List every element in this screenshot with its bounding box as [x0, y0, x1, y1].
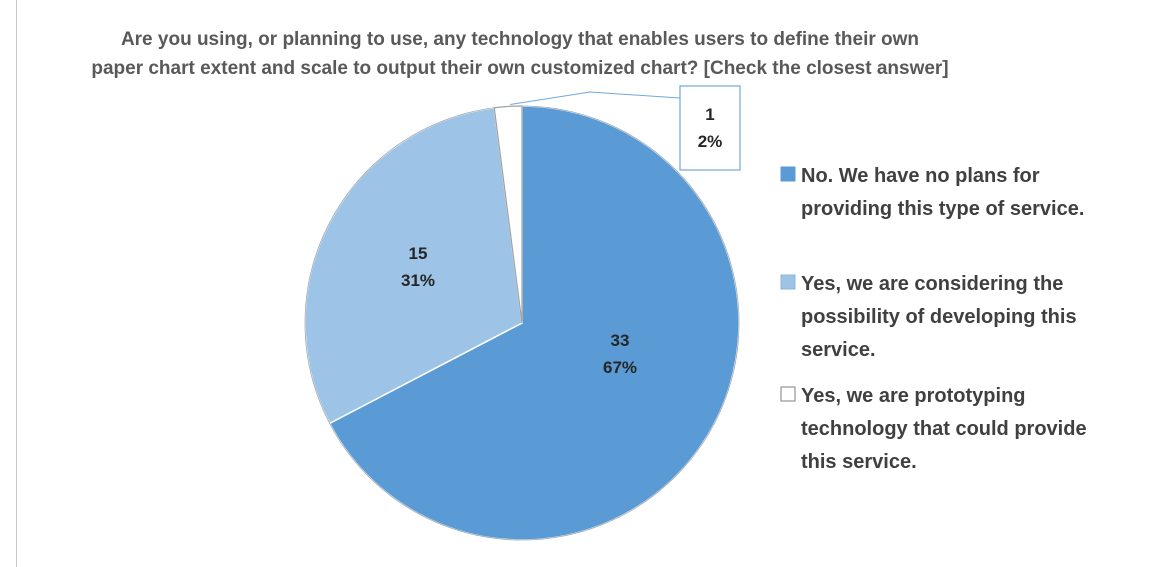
chart-title-line-1: Are you using, or planning to use, any t… [121, 29, 919, 50]
legend-label-1-line-1: No. We have no plans for [801, 165, 1040, 187]
chart-title-line-2: paper chart extent and scale to output t… [91, 58, 948, 79]
legend-item-1: No. We have no plans for providing this t… [780, 165, 1084, 220]
slice-1-percent-label: 67% [603, 358, 637, 377]
slice-2-percent-label: 31% [401, 271, 435, 290]
legend-swatch-3 [780, 386, 796, 402]
legend-label-3-line-3: this service. [801, 451, 917, 473]
legend-label-3-line-2: technology that could provide [801, 418, 1087, 440]
legend-label-2-line-1: Yes, we are considering the [801, 273, 1063, 295]
slice-3-value-label: 1 [705, 105, 714, 124]
pie-slices [304, 105, 740, 541]
legend-item-2: Yes, we are considering the possibility o… [780, 273, 1077, 361]
slice-1-value-label: 33 [611, 331, 630, 350]
legend-label-2-line-3: service. [801, 339, 876, 361]
slice-2-value-label: 15 [409, 244, 428, 263]
legend-label-2-line-2: possibility of developing this [801, 306, 1077, 328]
legend-label-1-line-2: providing this type of service. [801, 198, 1084, 220]
chart-title: Are you using, or planning to use, any t… [91, 29, 948, 79]
legend-swatch-1 [780, 166, 796, 182]
chart-frame [16, 0, 1168, 567]
slice-3-callout-box [679, 85, 741, 171]
legend-swatch-2 [780, 274, 796, 290]
pie-outline [304, 105, 740, 541]
slice-3-percent-label: 2% [698, 132, 723, 151]
slice-3-leader-line [510, 91, 681, 105]
legend-label-3-line-1: Yes, we are prototyping [801, 385, 1026, 407]
pie-data-labels: 33 67% 15 31% 1 2% [401, 85, 741, 377]
legend-item-3: Yes, we are prototyping technology that c… [780, 385, 1087, 473]
chart-legend: No. We have no plans for providing this t… [780, 165, 1087, 473]
